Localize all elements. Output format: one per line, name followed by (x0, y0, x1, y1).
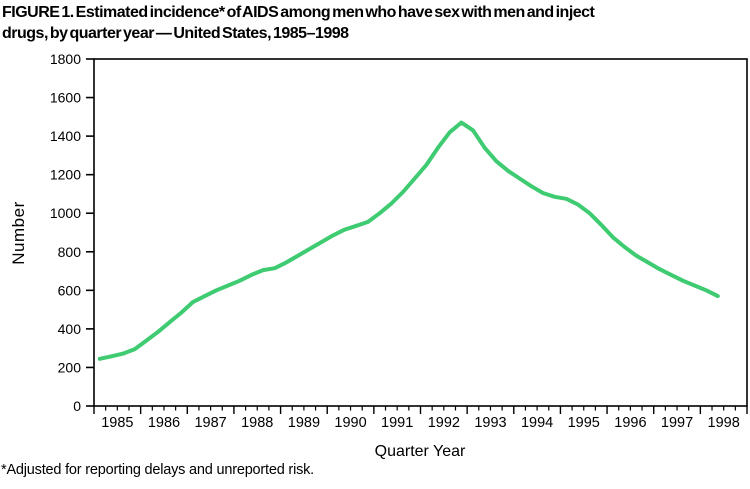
x-year-label: 1994 (521, 415, 553, 431)
x-year-label: 1993 (474, 415, 506, 431)
x-year-label: 1995 (568, 415, 600, 431)
y-axis-label: Number (9, 201, 28, 264)
x-year-label: 1989 (288, 415, 320, 431)
figure-title: FIGURE 1. Estimated incidence* of AIDS a… (2, 2, 750, 44)
footnote: *Adjusted for reporting delays and unrep… (1, 462, 315, 478)
x-year-label: 1990 (334, 415, 366, 431)
figure-title-line1: FIGURE 1. Estimated incidence* of AIDS a… (2, 4, 595, 21)
incidence-line (97, 120, 720, 361)
x-year-label: 1986 (148, 415, 180, 431)
x-year-label: 1991 (381, 415, 413, 431)
x-year-label: 1996 (614, 415, 646, 431)
x-year-label: 1985 (101, 415, 133, 431)
y-tick-label: 200 (58, 359, 82, 375)
x-year-label: 1987 (194, 415, 226, 431)
y-tick-label: 400 (58, 321, 82, 337)
plot-frame (93, 58, 748, 407)
y-tick-label: 1800 (50, 51, 81, 67)
y-tick-label: 1400 (50, 128, 81, 144)
x-year-label: 1997 (661, 415, 693, 431)
y-tick-label: 0 (73, 398, 81, 414)
y-tick-label: 1200 (50, 167, 81, 183)
y-tick-label: 800 (58, 244, 82, 260)
y-tick-label: 600 (58, 282, 82, 298)
figure-title-line2: drugs, by quarter year — United States, … (2, 25, 349, 42)
x-axis-label: Quarter Year (375, 443, 466, 460)
y-tick-label: 1600 (50, 90, 81, 106)
x-year-label: 1998 (708, 415, 740, 431)
y-tick-label: 1000 (50, 205, 81, 221)
x-year-label: 1992 (428, 415, 460, 431)
x-year-label: 1988 (241, 415, 273, 431)
